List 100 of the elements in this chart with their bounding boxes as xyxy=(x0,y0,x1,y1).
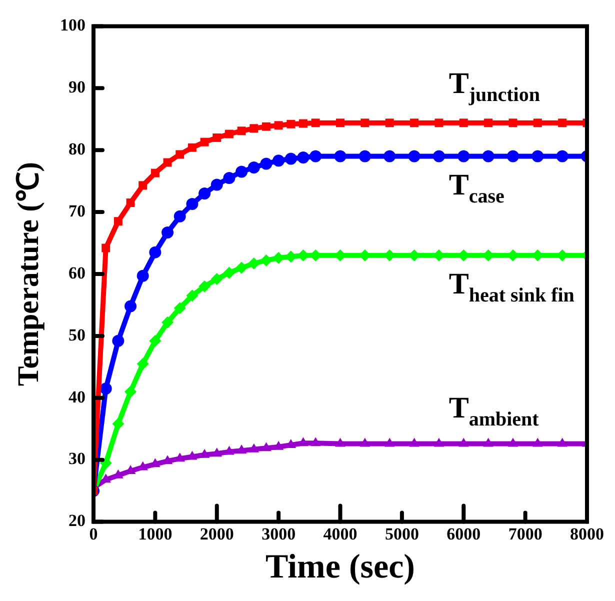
point xyxy=(384,438,395,447)
point xyxy=(138,181,148,190)
point xyxy=(163,158,172,167)
point xyxy=(186,198,198,210)
point xyxy=(124,386,137,398)
point xyxy=(198,187,211,200)
point xyxy=(508,438,518,447)
point xyxy=(532,438,543,447)
point xyxy=(458,438,469,447)
point xyxy=(358,150,371,162)
point xyxy=(112,334,124,347)
point xyxy=(210,178,223,191)
point xyxy=(484,118,493,128)
y-tick-label: 70 xyxy=(68,201,86,220)
point xyxy=(112,418,124,430)
x-axis-title: Time (sec) xyxy=(266,548,415,586)
point xyxy=(556,150,568,162)
y-tick-label: 60 xyxy=(68,263,86,282)
point xyxy=(174,210,186,222)
point xyxy=(262,122,270,131)
point xyxy=(250,124,258,133)
point xyxy=(532,150,544,162)
point xyxy=(126,198,135,207)
y-tick-label: 100 xyxy=(60,16,86,35)
point xyxy=(310,150,322,162)
x-tick-label: 3000 xyxy=(262,524,296,544)
y-tick-label: 40 xyxy=(68,387,86,406)
point xyxy=(410,118,419,128)
point xyxy=(237,126,246,136)
point xyxy=(224,446,234,455)
point xyxy=(360,118,370,128)
x-tick-label: 8000 xyxy=(570,524,604,544)
point xyxy=(286,120,296,128)
point xyxy=(482,150,494,162)
y-tick-label: 80 xyxy=(68,139,86,158)
point xyxy=(459,118,468,128)
point xyxy=(272,154,285,167)
point xyxy=(310,437,321,446)
y-tick-label: 50 xyxy=(68,325,86,344)
point xyxy=(149,246,162,258)
point xyxy=(223,266,236,279)
point xyxy=(311,118,320,128)
point xyxy=(284,152,297,165)
point xyxy=(174,452,186,462)
point xyxy=(187,450,198,460)
point xyxy=(248,257,260,270)
point xyxy=(458,150,470,162)
point xyxy=(223,172,236,184)
point xyxy=(162,226,174,238)
point xyxy=(236,262,248,274)
point xyxy=(408,150,420,162)
x-tick-label: 7000 xyxy=(508,524,542,544)
point xyxy=(334,150,346,162)
x-tick-label: 5000 xyxy=(384,524,419,544)
point xyxy=(136,270,149,282)
y-tick-label: 30 xyxy=(68,449,86,468)
point xyxy=(236,166,248,178)
point xyxy=(186,290,198,302)
point xyxy=(210,272,223,285)
point xyxy=(260,158,272,170)
point xyxy=(533,118,542,128)
y-axis-title: Temperature (℃) xyxy=(12,162,45,386)
x-tick-label: 6000 xyxy=(446,524,481,544)
point xyxy=(434,438,444,447)
point xyxy=(483,438,494,447)
point xyxy=(384,150,396,162)
point xyxy=(224,130,234,138)
point xyxy=(297,152,310,164)
point xyxy=(149,334,162,347)
point xyxy=(298,437,308,446)
point xyxy=(557,438,568,447)
point xyxy=(102,244,110,252)
point xyxy=(409,438,420,447)
point xyxy=(212,448,222,457)
point xyxy=(432,150,445,162)
point xyxy=(200,138,209,146)
x-tick-label: 4000 xyxy=(323,524,358,544)
point xyxy=(176,150,184,159)
point xyxy=(261,442,272,452)
x-tick-label: 2000 xyxy=(200,524,234,544)
point xyxy=(100,456,112,469)
point xyxy=(298,119,308,128)
point xyxy=(434,118,444,128)
point xyxy=(558,118,567,128)
x-tick-label: 0 xyxy=(89,524,98,544)
point xyxy=(248,161,260,174)
point xyxy=(236,444,247,454)
point xyxy=(336,118,344,128)
point xyxy=(248,443,260,452)
y-tick-label: 90 xyxy=(68,78,86,97)
point xyxy=(385,118,394,128)
point xyxy=(136,358,149,370)
y-tick-label: 20 xyxy=(68,511,86,530)
point xyxy=(162,316,174,328)
point xyxy=(188,143,196,152)
point xyxy=(100,382,112,395)
point xyxy=(508,118,518,128)
point xyxy=(198,280,211,292)
x-tick-label: 1000 xyxy=(138,524,172,544)
point xyxy=(335,438,346,447)
